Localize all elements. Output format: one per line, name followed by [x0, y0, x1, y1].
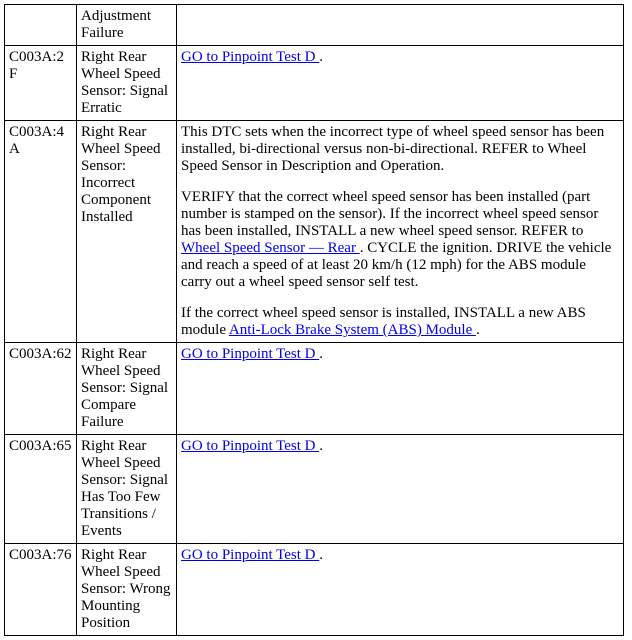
- action-paragraph: If the correct wheel speed sensor is ins…: [181, 305, 619, 339]
- table-row: C003A:65 Right Rear Wheel Speed Sensor: …: [5, 435, 624, 544]
- action-text: VERIFY that the correct wheel speed sens…: [181, 189, 598, 239]
- dtc-action-cell: [177, 5, 624, 46]
- action-text: .: [476, 322, 480, 338]
- dtc-action-cell: GO to Pinpoint Test D .: [177, 544, 624, 636]
- dtc-table: Adjustment Failure C003A:2F Right Rear W…: [4, 4, 624, 636]
- dtc-action-cell: GO to Pinpoint Test D .: [177, 435, 624, 544]
- wheel-speed-sensor-rear-link[interactable]: Wheel Speed Sensor — Rear: [181, 240, 360, 256]
- action-paragraph: This DTC sets when the incorrect type of…: [181, 124, 619, 175]
- table-row: C003A:76 Right Rear Wheel Speed Sensor: …: [5, 544, 624, 636]
- dtc-code-cell: C003A:76: [5, 544, 77, 636]
- abs-module-link[interactable]: Anti-Lock Brake System (ABS) Module: [229, 322, 476, 338]
- dtc-desc-cell: Right Rear Wheel Speed Sensor: Signal Er…: [77, 46, 177, 121]
- link-trailing-dot: .: [319, 438, 323, 454]
- dtc-code-cell: [5, 5, 77, 46]
- table-row: Adjustment Failure: [5, 5, 624, 46]
- dtc-desc-cell: Right Rear Wheel Speed Sensor: Incorrect…: [77, 121, 177, 343]
- dtc-desc-cell: Right Rear Wheel Speed Sensor: Wrong Mou…: [77, 544, 177, 636]
- pinpoint-test-link[interactable]: GO to Pinpoint Test D: [181, 49, 319, 65]
- link-trailing-dot: .: [319, 49, 323, 65]
- table-row: C003A:62 Right Rear Wheel Speed Sensor: …: [5, 343, 624, 435]
- link-trailing-dot: .: [319, 547, 323, 563]
- link-trailing-dot: .: [319, 346, 323, 362]
- dtc-code-cell: C003A:4A: [5, 121, 77, 343]
- dtc-action-cell: This DTC sets when the incorrect type of…: [177, 121, 624, 343]
- dtc-desc-cell: Right Rear Wheel Speed Sensor: Signal Ha…: [77, 435, 177, 544]
- table-row: C003A:2F Right Rear Wheel Speed Sensor: …: [5, 46, 624, 121]
- dtc-action-cell: GO to Pinpoint Test D .: [177, 46, 624, 121]
- pinpoint-test-link[interactable]: GO to Pinpoint Test D: [181, 547, 319, 563]
- action-paragraph: VERIFY that the correct wheel speed sens…: [181, 189, 619, 291]
- pinpoint-test-link[interactable]: GO to Pinpoint Test D: [181, 346, 319, 362]
- dtc-code-cell: C003A:65: [5, 435, 77, 544]
- dtc-action-cell: GO to Pinpoint Test D .: [177, 343, 624, 435]
- table-row: C003A:4A Right Rear Wheel Speed Sensor: …: [5, 121, 624, 343]
- dtc-code-cell: C003A:2F: [5, 46, 77, 121]
- dtc-desc-cell: Right Rear Wheel Speed Sensor: Signal Co…: [77, 343, 177, 435]
- dtc-desc-cell: Adjustment Failure: [77, 5, 177, 46]
- pinpoint-test-link[interactable]: GO to Pinpoint Test D: [181, 438, 319, 454]
- dtc-code-cell: C003A:62: [5, 343, 77, 435]
